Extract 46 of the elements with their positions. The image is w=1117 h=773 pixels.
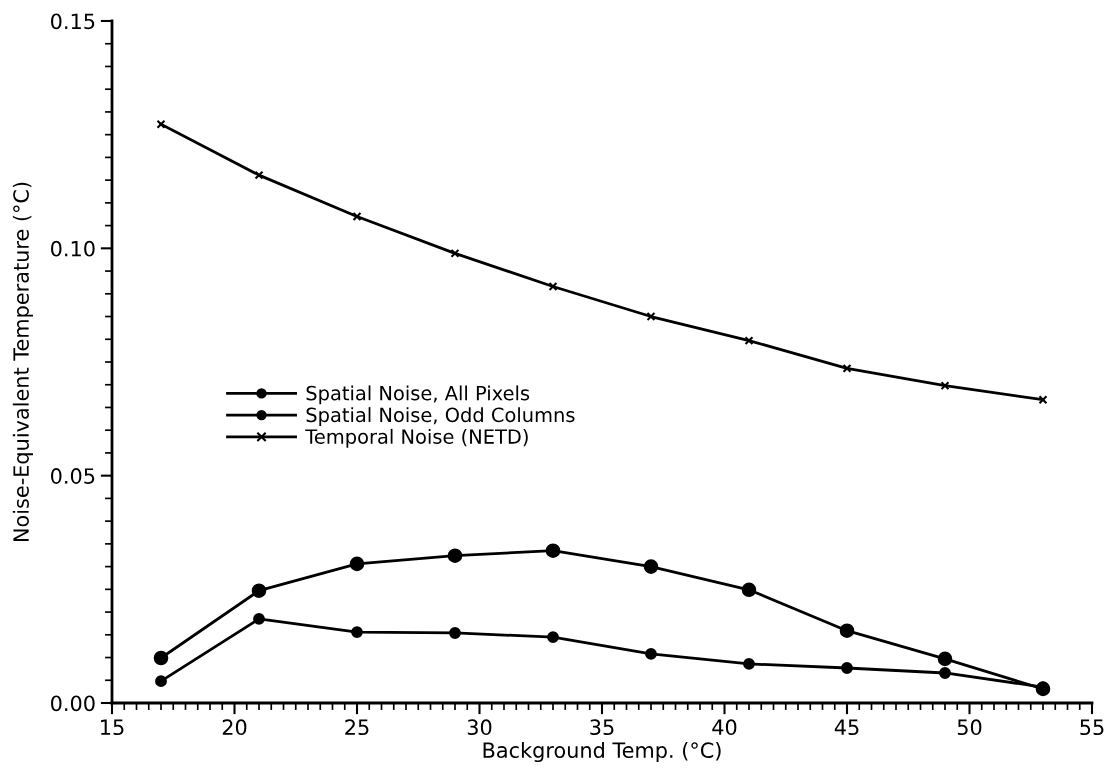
x-tick-label: 35 (590, 719, 614, 736)
point (646, 312, 656, 322)
point (841, 662, 853, 674)
point (741, 582, 757, 598)
point (352, 211, 362, 222)
point (153, 650, 169, 666)
point (156, 119, 166, 129)
point (351, 626, 363, 638)
point (349, 556, 365, 572)
point (254, 170, 264, 180)
point (545, 543, 561, 558)
point (1038, 395, 1048, 405)
x-tick-label: 45 (834, 719, 859, 736)
point (449, 627, 461, 639)
x-tick-label: 30 (467, 719, 492, 736)
point (155, 675, 167, 688)
legend-label: Spatial Noise, All Pixels (306, 385, 530, 405)
point (839, 623, 855, 638)
point (939, 667, 951, 679)
point (450, 248, 460, 258)
x-tick-label: 15 (101, 719, 124, 736)
y-tick-label: 0.05 (51, 468, 95, 484)
y-tick-label: 0.15 (51, 13, 95, 30)
legend-label: Temporal Noise (NETD) (305, 428, 528, 448)
x-tick-label: 55 (1080, 719, 1104, 736)
point (743, 658, 755, 670)
x-tick-label: 25 (345, 719, 369, 736)
point (547, 631, 559, 643)
point (251, 583, 267, 598)
x-tick-label: 50 (957, 719, 982, 736)
x-tick-label: 40 (712, 719, 737, 736)
y-tick-label: 0.10 (51, 240, 95, 257)
point (548, 282, 558, 292)
x-tick-label: 20 (222, 719, 247, 736)
point (253, 612, 265, 625)
legend-label: Spatial Noise, Odd Columns (306, 407, 575, 426)
point (937, 651, 953, 667)
y-axis-title: Noise-Equivalent Temperature (°C) (12, 182, 33, 542)
point (744, 336, 754, 346)
point (447, 548, 463, 563)
point (643, 559, 659, 574)
y-tick-label: 0.00 (51, 695, 95, 712)
point (940, 381, 950, 391)
point (645, 647, 657, 660)
point (842, 363, 852, 373)
x-axis-title: Background Temp. (°C) (483, 741, 721, 763)
